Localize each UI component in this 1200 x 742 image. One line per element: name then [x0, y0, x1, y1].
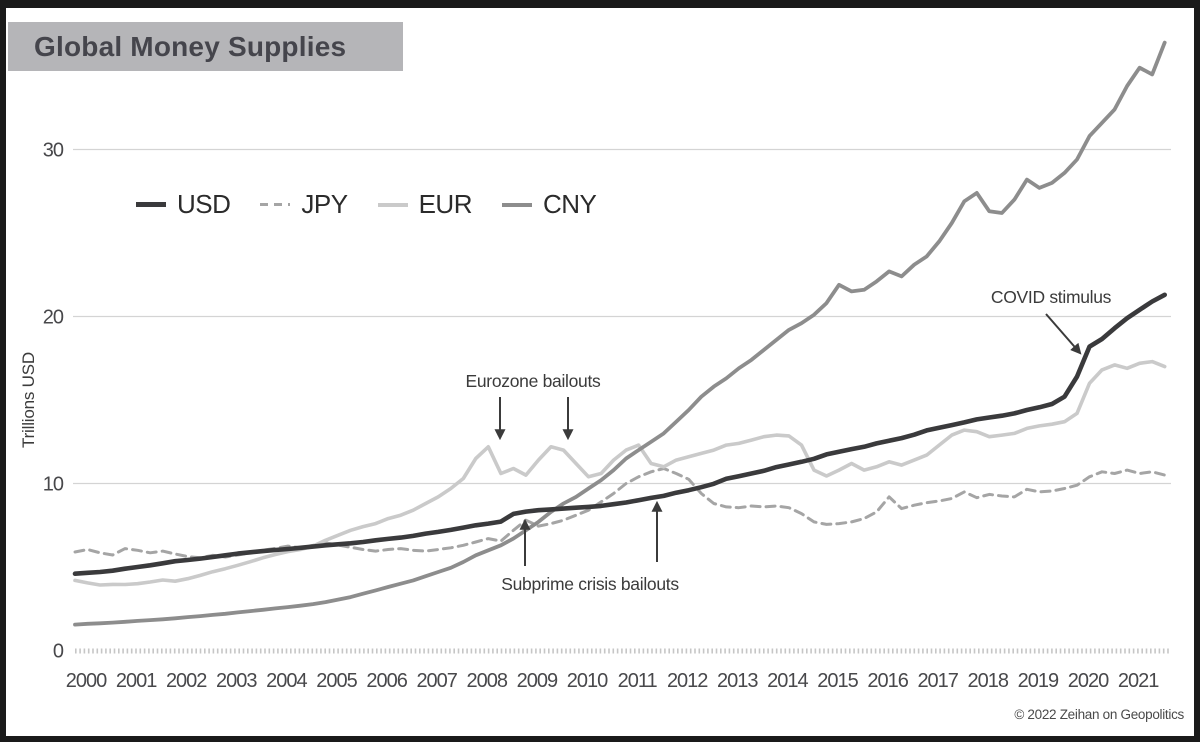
x-tick-label-2002: 2002 [166, 670, 207, 692]
annotation-layer: Eurozone bailouts Subprime crisis bailout… [466, 287, 1112, 594]
cny-line-swatch [502, 202, 532, 207]
x-tick-label-2013: 2013 [717, 670, 758, 692]
x-tick-label-2011: 2011 [618, 670, 658, 692]
legend-label-jpy: JPY [301, 189, 348, 219]
annotation-covid-label: COVID stimulus [991, 287, 1112, 307]
y-axis-label: Trillions USD [19, 352, 38, 448]
x-tick-label-2008: 2008 [467, 670, 508, 692]
x-tick-label-2018: 2018 [968, 670, 1009, 692]
legend-label-usd: USD [177, 189, 231, 219]
series-line-usd [72, 292, 1167, 577]
x-tick-label-2012: 2012 [667, 670, 708, 692]
x-tick-label-2007: 2007 [416, 670, 457, 692]
x-tick-label-2020: 2020 [1068, 670, 1109, 692]
y-tick-label-20: 20 [43, 307, 64, 329]
x-tick-label-2015: 2015 [817, 670, 858, 692]
legend-item-cny: CNY [502, 189, 597, 220]
legend-label-eur: EUR [418, 189, 473, 219]
x-tick-label-2000: 2000 [66, 670, 107, 692]
legend-item-usd: USD [136, 189, 231, 220]
legend-item-eur: EUR [377, 189, 473, 220]
eur-line-swatch [377, 202, 408, 207]
x-tick-label-2014: 2014 [767, 670, 808, 692]
series-layer [72, 40, 1167, 627]
x-tick-label-2021: 2021 [1118, 670, 1159, 692]
annotation-covid-arrow-1 [1045, 313, 1082, 355]
y-tick-label-0: 0 [53, 641, 64, 663]
copyright-text: © 2022 Zeihan on Geopolitics [1014, 707, 1184, 722]
x-tick-label-2017: 2017 [917, 670, 958, 692]
x-tick-label-2006: 2006 [366, 670, 407, 692]
page-title: Global Money Supplies [34, 30, 347, 62]
y-tick-label-10: 10 [43, 474, 64, 496]
legend-label-cny: CNY [543, 189, 597, 219]
y-tick-label-30: 30 [43, 140, 64, 162]
x-tick-label-2010: 2010 [567, 670, 608, 692]
x-tick-label-2003: 2003 [216, 670, 257, 692]
title-box: Global Money Supplies [8, 22, 403, 71]
x-tick-label-2005: 2005 [316, 670, 357, 692]
legend: USD JPY EUR CNY [136, 189, 597, 220]
usd-line-swatch [136, 202, 166, 207]
grid-layer: 0 10 20 30 2000 2001 2002 2003 2004 2005 2006 2007 2… [43, 140, 1171, 692]
x-tick-label-2016: 2016 [867, 670, 908, 692]
series-line-eur [73, 359, 1167, 587]
x-tick-label-2019: 2019 [1018, 670, 1059, 692]
x-tick-label-2001: 2001 [116, 670, 157, 692]
series-line-jpy [73, 467, 1167, 560]
annotation-subprime-label: Subprime crisis bailouts [501, 574, 679, 594]
jpy-line-swatch [260, 203, 291, 206]
annotation-eurozone-label: Eurozone bailouts [466, 371, 602, 391]
x-tick-label-2009: 2009 [517, 670, 558, 692]
x-tick-label-2004: 2004 [266, 670, 307, 692]
series-line-cny [73, 40, 1167, 627]
legend-item-jpy: JPY [260, 189, 348, 220]
